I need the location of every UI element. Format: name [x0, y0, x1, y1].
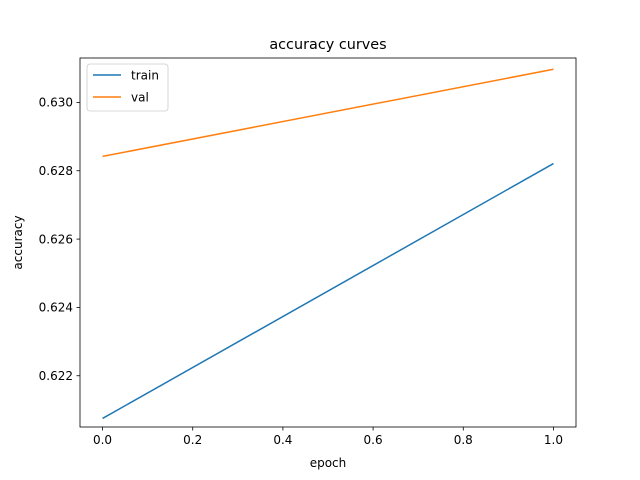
y-axis-label: accuracy — [11, 215, 25, 269]
y-tick-label: 0.624 — [39, 301, 73, 315]
series-line-val — [102, 68, 554, 158]
y-tick-label: 0.626 — [39, 232, 73, 246]
y-axis: 0.622 0.624 0.626 0.628 0.630 — [39, 96, 80, 383]
legend-train-label: train — [131, 69, 159, 83]
x-tick-label: 0.2 — [183, 433, 202, 447]
legend-val-label: val — [131, 91, 149, 105]
x-tick-label: 0.4 — [273, 433, 292, 447]
series-line-train — [102, 162, 554, 420]
legend: train val — [86, 63, 169, 112]
y-tick-label: 0.628 — [39, 164, 73, 178]
y-tick-label: 0.622 — [39, 369, 73, 383]
plot-frame — [79, 57, 577, 428]
chart-title: accuracy curves — [269, 37, 386, 53]
x-tick-label: 0.0 — [93, 433, 112, 447]
x-axis: 0.0 0.2 0.4 0.6 0.8 1.0 — [93, 427, 563, 447]
x-tick-label: 0.8 — [454, 433, 473, 447]
x-axis-label: epoch — [310, 456, 347, 470]
series-layer — [102, 68, 554, 420]
y-tick-label: 0.630 — [39, 96, 73, 110]
x-tick-label: 0.6 — [364, 433, 383, 447]
x-tick-label: 1.0 — [544, 433, 563, 447]
